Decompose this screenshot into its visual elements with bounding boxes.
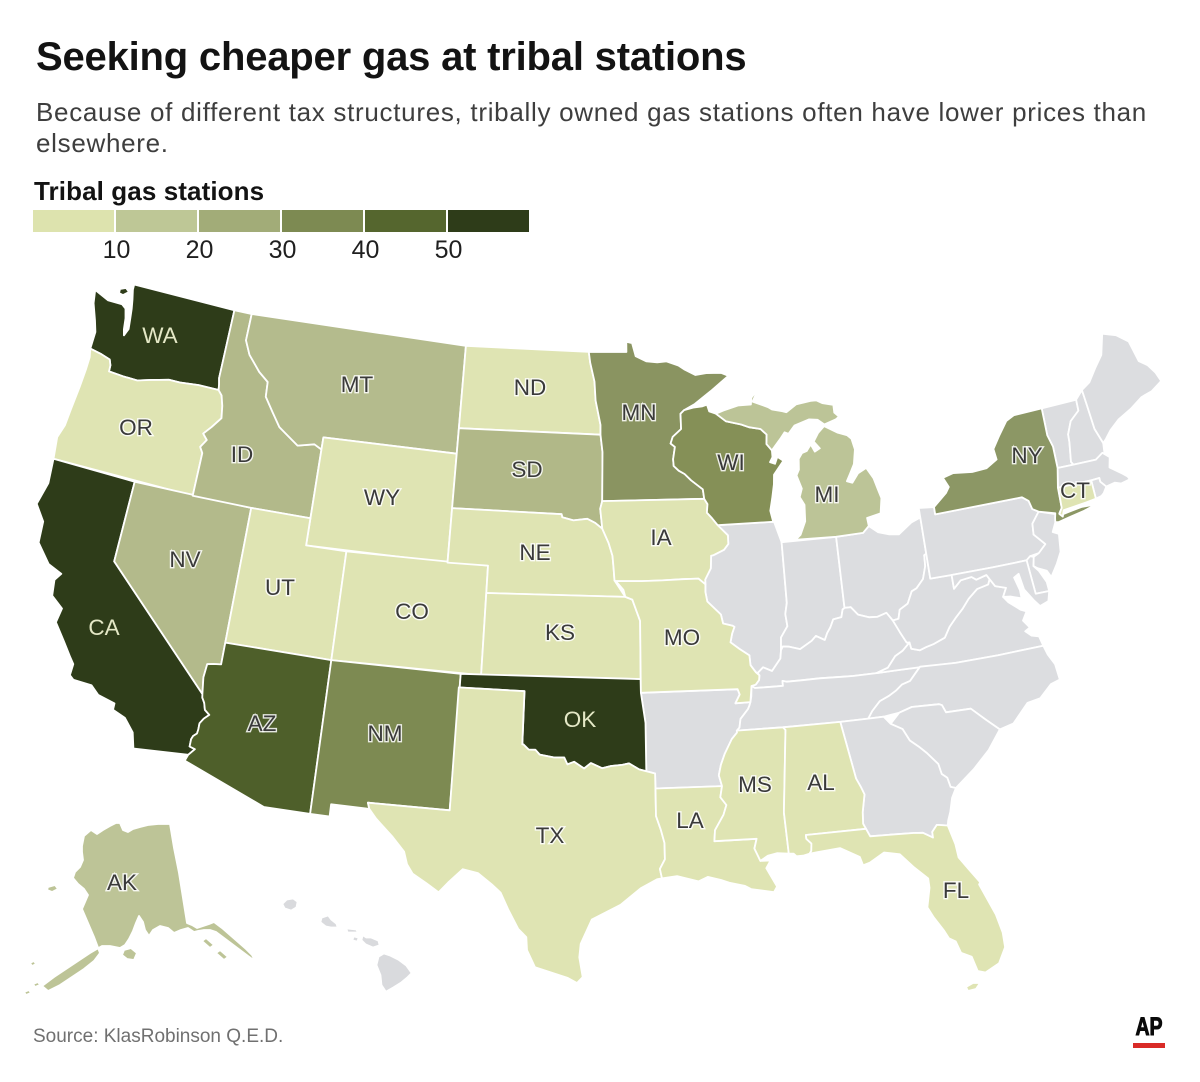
- svg-text:LA: LA: [676, 808, 704, 833]
- svg-text:CT: CT: [1060, 478, 1090, 503]
- svg-text:NE: NE: [519, 540, 550, 565]
- svg-text:WY: WY: [364, 485, 400, 510]
- svg-text:AL: AL: [807, 770, 835, 795]
- svg-text:KS: KS: [545, 620, 575, 645]
- svg-text:ND: ND: [514, 375, 547, 400]
- svg-text:MN: MN: [622, 400, 657, 425]
- svg-text:IA: IA: [650, 525, 671, 550]
- svg-text:NM: NM: [368, 721, 403, 746]
- svg-text:UT: UT: [265, 575, 295, 600]
- svg-text:CA: CA: [88, 615, 119, 640]
- svg-text:SD: SD: [511, 457, 542, 482]
- svg-text:WI: WI: [717, 450, 745, 475]
- svg-text:FL: FL: [943, 878, 969, 903]
- svg-text:OK: OK: [564, 707, 597, 732]
- svg-text:AZ: AZ: [248, 711, 277, 736]
- svg-text:MO: MO: [664, 625, 700, 650]
- svg-text:NV: NV: [169, 547, 200, 572]
- svg-text:CO: CO: [395, 599, 429, 624]
- svg-text:ID: ID: [231, 442, 254, 467]
- svg-text:MS: MS: [738, 772, 772, 797]
- svg-text:TX: TX: [536, 823, 565, 848]
- svg-text:MT: MT: [341, 372, 374, 397]
- svg-text:NY: NY: [1011, 443, 1042, 468]
- svg-text:AK: AK: [107, 870, 137, 895]
- svg-text:WA: WA: [142, 323, 177, 348]
- svg-text:MI: MI: [815, 482, 840, 507]
- svg-text:OR: OR: [119, 415, 153, 440]
